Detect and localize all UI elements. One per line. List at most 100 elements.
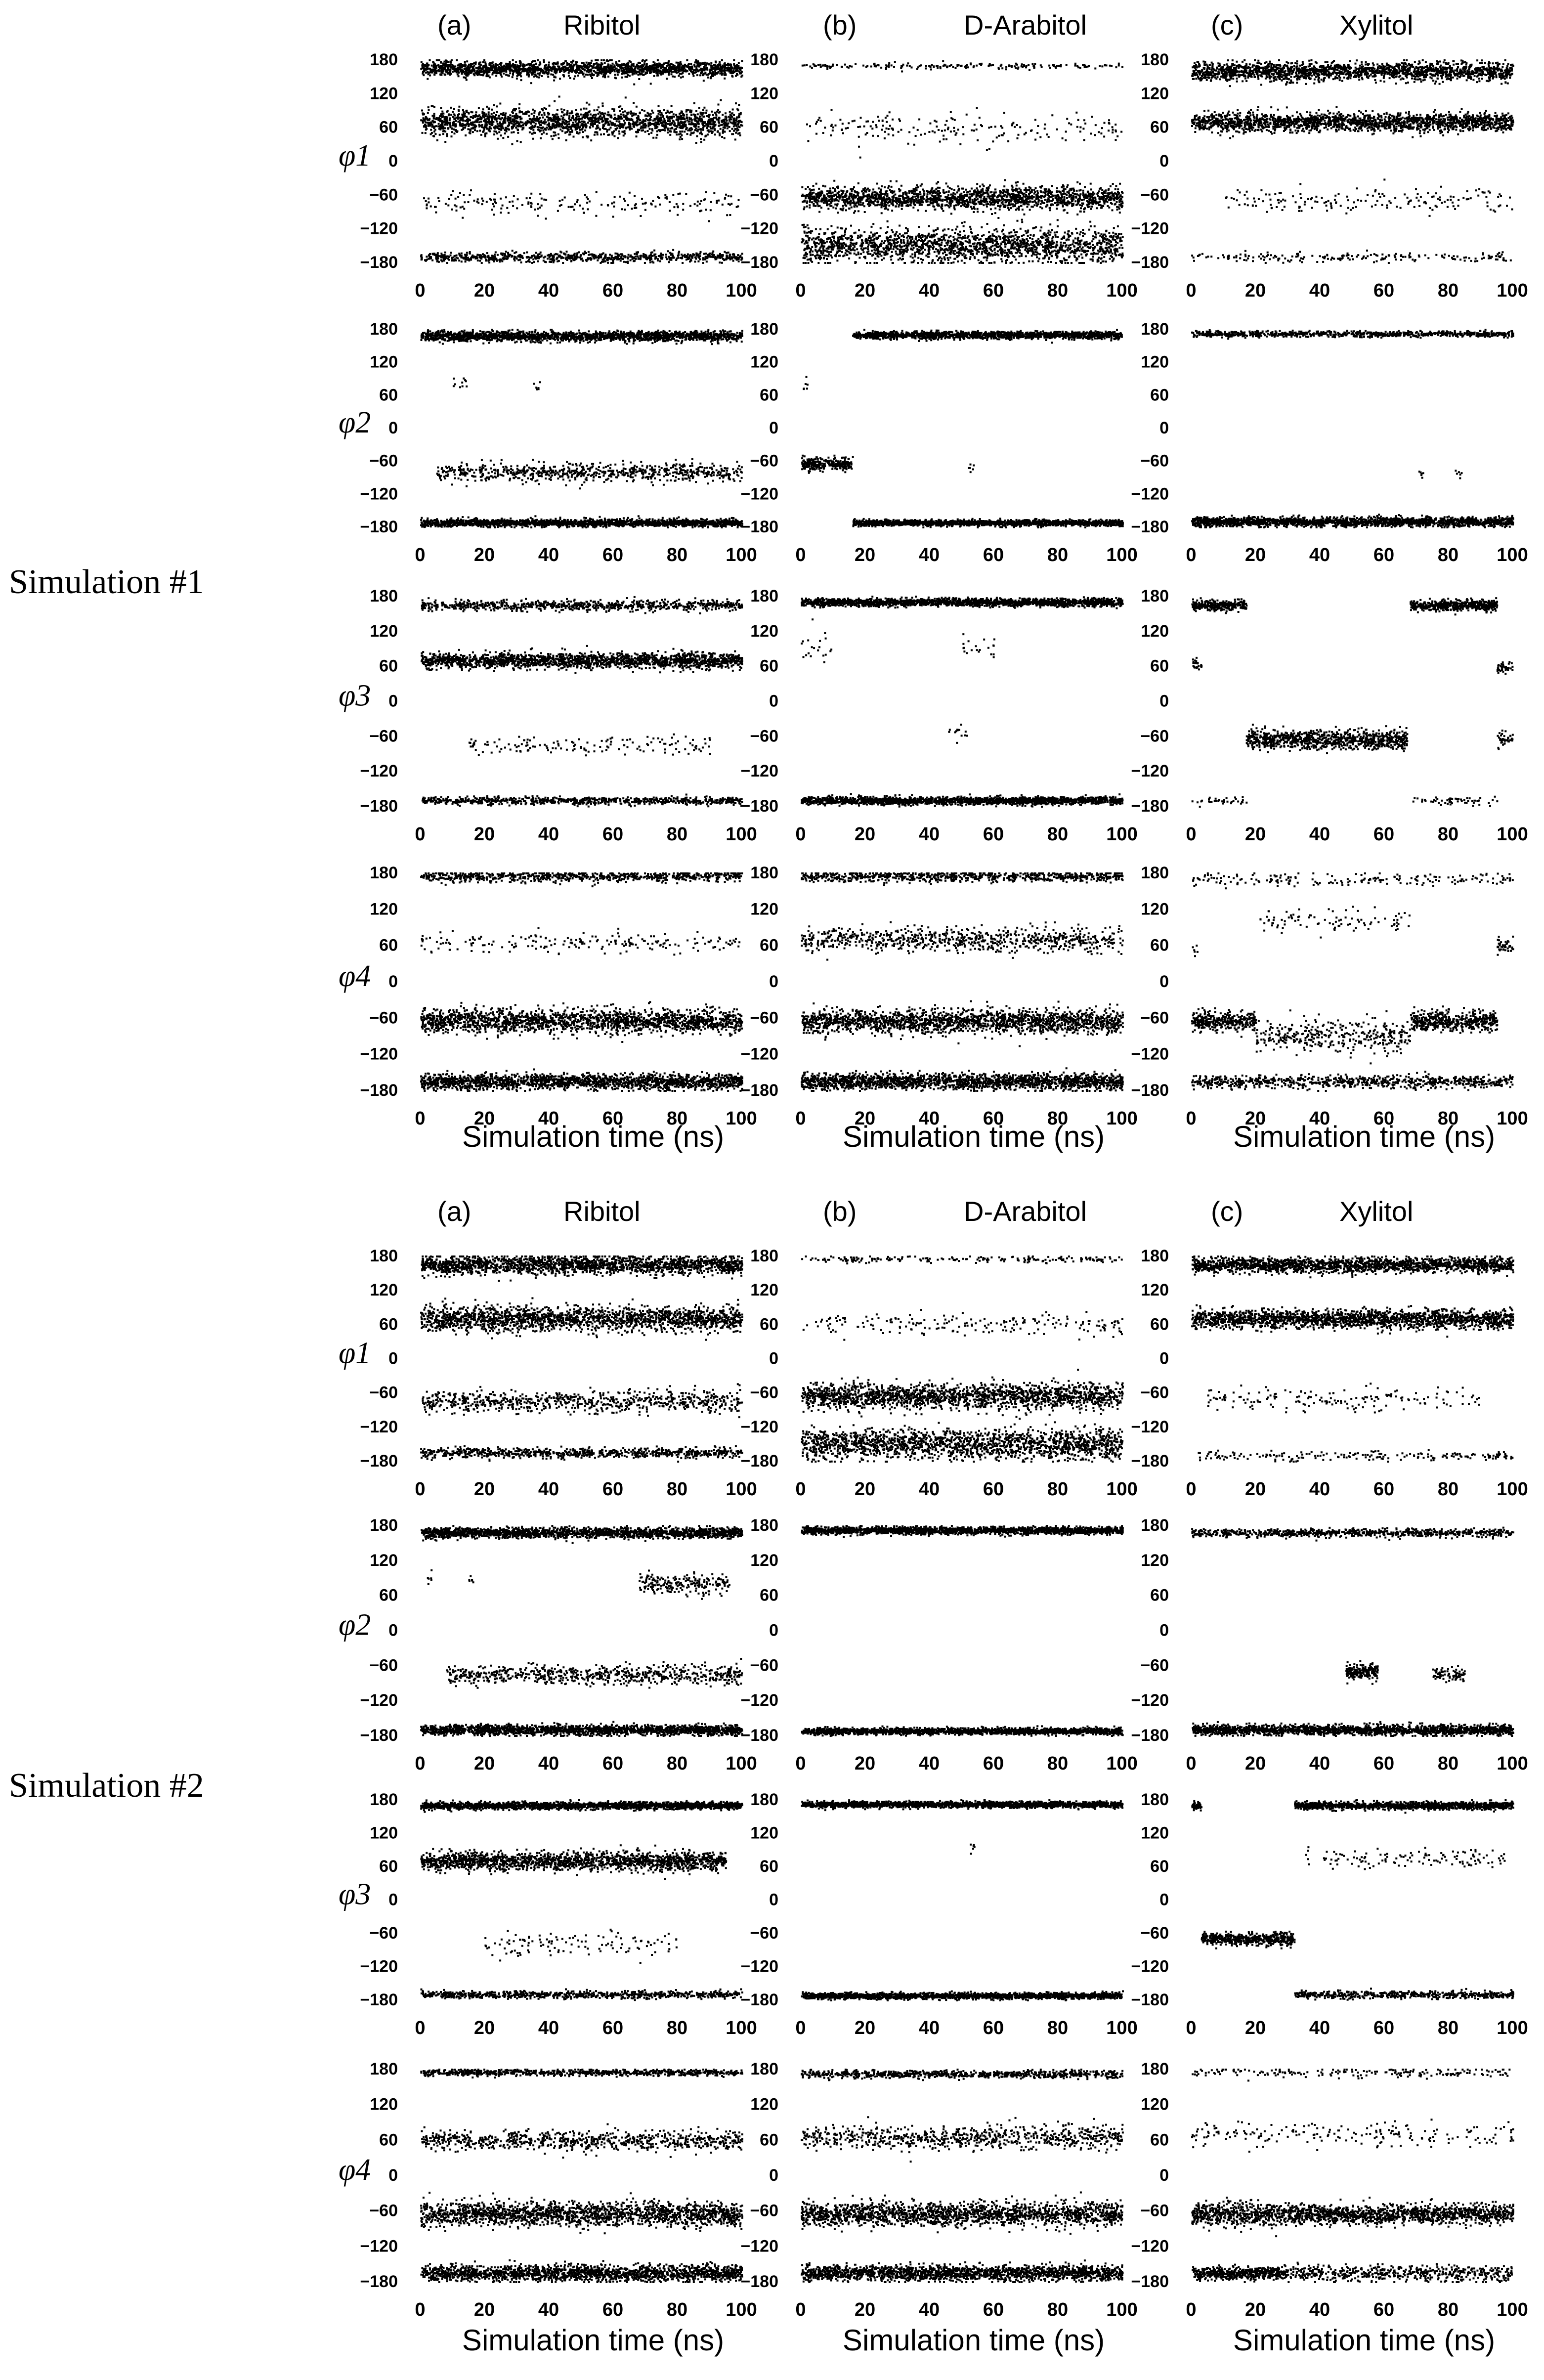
x-tick-label: 40: [1309, 1479, 1330, 1500]
x-tick-label: 20: [1245, 1479, 1266, 1500]
scatter-panel: 180 120 60 0 −60 −120 −180 0 20 40 60 80 100 φ2: [339, 1516, 757, 1774]
x-tick-label: 100: [1497, 280, 1528, 301]
y-tick-label: −180: [1131, 1081, 1169, 1100]
x-tick-label: 40: [538, 2299, 559, 2320]
y-tick-label: 120: [1141, 900, 1169, 918]
x-tick-label: 60: [983, 1479, 1004, 1500]
x-tick-label: 100: [1106, 280, 1137, 301]
y-tick-label: −180: [1131, 1726, 1169, 1745]
x-tick-label: 100: [726, 824, 757, 845]
scatter-panel: 180 120 60 0 −60 −120 −180 0 20 40 60 80 100 φ3: [339, 587, 757, 845]
scatter-panel: 180 120 60 0 −60 −120 −180 0 20 40 60 80 100: [1131, 1516, 1528, 1774]
y-tick-label: 60: [1150, 657, 1169, 676]
y-tick-label: −60: [750, 185, 778, 204]
x-tick-label: 20: [474, 2299, 495, 2320]
x-axis-label: Simulation time (ns): [1233, 2324, 1495, 2357]
x-tick-label: 100: [1106, 545, 1137, 565]
y-tick-label: −120: [360, 762, 398, 780]
y-tick-label: −60: [1140, 1008, 1169, 1027]
y-tick-label: −60: [1140, 2202, 1169, 2220]
panel-title: Xylitol: [1339, 1196, 1413, 1227]
y-tick-label: −60: [369, 2202, 398, 2220]
data-points: [421, 596, 743, 808]
x-tick-label: 80: [1438, 280, 1458, 301]
data-points: [801, 329, 1124, 528]
x-tick-label: 20: [1245, 2299, 1266, 2320]
y-tick-label: 0: [1159, 2166, 1169, 2185]
y-tick-label: 120: [1141, 353, 1169, 372]
y-tick-label: −60: [750, 452, 778, 471]
x-tick-label: 0: [415, 1753, 425, 1774]
x-tick-label: 60: [602, 2018, 623, 2038]
y-tick-label: −180: [360, 253, 398, 272]
y-tick-label: 60: [760, 118, 778, 137]
y-tick-label: 0: [1159, 1349, 1169, 1368]
x-tick-label: 20: [1245, 1108, 1266, 1129]
y-tick-label: −60: [369, 185, 398, 204]
x-tick-label: 40: [538, 824, 559, 845]
x-tick-label: 80: [1047, 1479, 1068, 1500]
x-tick-label: 60: [983, 824, 1004, 845]
y-tick-label: 0: [388, 2166, 398, 2185]
data-points: [420, 59, 743, 264]
scatter-panel: 180 120 60 0 −60 −120 −180 0 20 40 60 80 100: [1131, 864, 1528, 1129]
y-tick-label: −180: [740, 253, 778, 272]
x-tick-label: 60: [983, 1753, 1004, 1774]
x-tick-label: 100: [1497, 1479, 1528, 1500]
y-tick-label: −120: [1131, 219, 1169, 238]
y-tick-label: 0: [769, 972, 778, 991]
x-tick-label: 60: [1373, 280, 1394, 301]
scatter-panel: 180 120 60 0 −60 −120 −180 0 20 40 60 80 100 φ3: [339, 1790, 757, 2038]
y-tick-label: −180: [360, 1726, 398, 1745]
y-tick-label: −120: [740, 1045, 778, 1064]
y-tick-label: 60: [1150, 936, 1169, 955]
x-tick-label: 100: [726, 1108, 757, 1129]
panel-title: Ribitol: [563, 1196, 641, 1227]
x-tick-label: 40: [1309, 1108, 1330, 1129]
y-tick-label: −180: [740, 1991, 778, 2009]
y-tick-label: −180: [360, 2272, 398, 2291]
x-tick-label: 100: [726, 1753, 757, 1774]
x-tick-label: 80: [667, 280, 687, 301]
x-tick-label: 0: [795, 280, 806, 301]
data-points: [801, 1525, 1124, 1737]
x-tick-label: 20: [1245, 1753, 1266, 1774]
y-tick-label: 120: [750, 84, 778, 103]
y-tick-label: −120: [740, 219, 778, 238]
x-tick-label: 80: [667, 2299, 687, 2320]
y-tick-label: 60: [379, 1586, 398, 1605]
y-tick-label: −60: [369, 727, 398, 745]
y-tick-label: 120: [370, 1551, 398, 1570]
y-tick-label: 0: [1159, 1891, 1169, 1909]
x-tick-label: 0: [415, 545, 425, 565]
y-tick-label: −180: [740, 2272, 778, 2291]
y-tick-label: 180: [750, 1516, 778, 1535]
x-tick-label: 100: [726, 2299, 757, 2320]
y-tick-label: −120: [360, 1045, 398, 1064]
y-tick-label: −180: [360, 1991, 398, 2009]
x-tick-label: 80: [667, 545, 687, 565]
y-tick-label: 60: [1150, 118, 1169, 137]
x-tick-label: 20: [855, 545, 875, 565]
y-tick-label: −120: [740, 1957, 778, 1976]
y-tick-label: 60: [379, 2130, 398, 2149]
x-tick-label: 80: [1047, 1108, 1068, 1129]
y-tick-label: 60: [1150, 1315, 1169, 1334]
scatter-panel: 180 120 60 0 −60 −120 −180 0 20 40 60 80 100: [1131, 1790, 1528, 2038]
x-tick-label: 0: [1186, 824, 1196, 845]
x-tick-label: 80: [667, 2018, 687, 2038]
x-tick-label: 60: [602, 545, 623, 565]
y-tick-label: 120: [1141, 1281, 1169, 1299]
y-tick-label: −60: [369, 452, 398, 471]
x-tick-label: 20: [474, 545, 495, 565]
y-tick-label: 60: [379, 386, 398, 404]
x-tick-label: 60: [983, 2299, 1004, 2320]
y-tick-label: −180: [360, 1081, 398, 1100]
x-tick-label: 0: [1186, 1108, 1196, 1129]
x-tick-label: 20: [1245, 545, 1266, 565]
y-tick-label: 0: [769, 152, 778, 171]
x-tick-label: 40: [538, 280, 559, 301]
data-points: [801, 1799, 1124, 2001]
scatter-panel: 180 120 60 0 −60 −120 −180 0 20 40 60 80 100: [1131, 587, 1528, 845]
